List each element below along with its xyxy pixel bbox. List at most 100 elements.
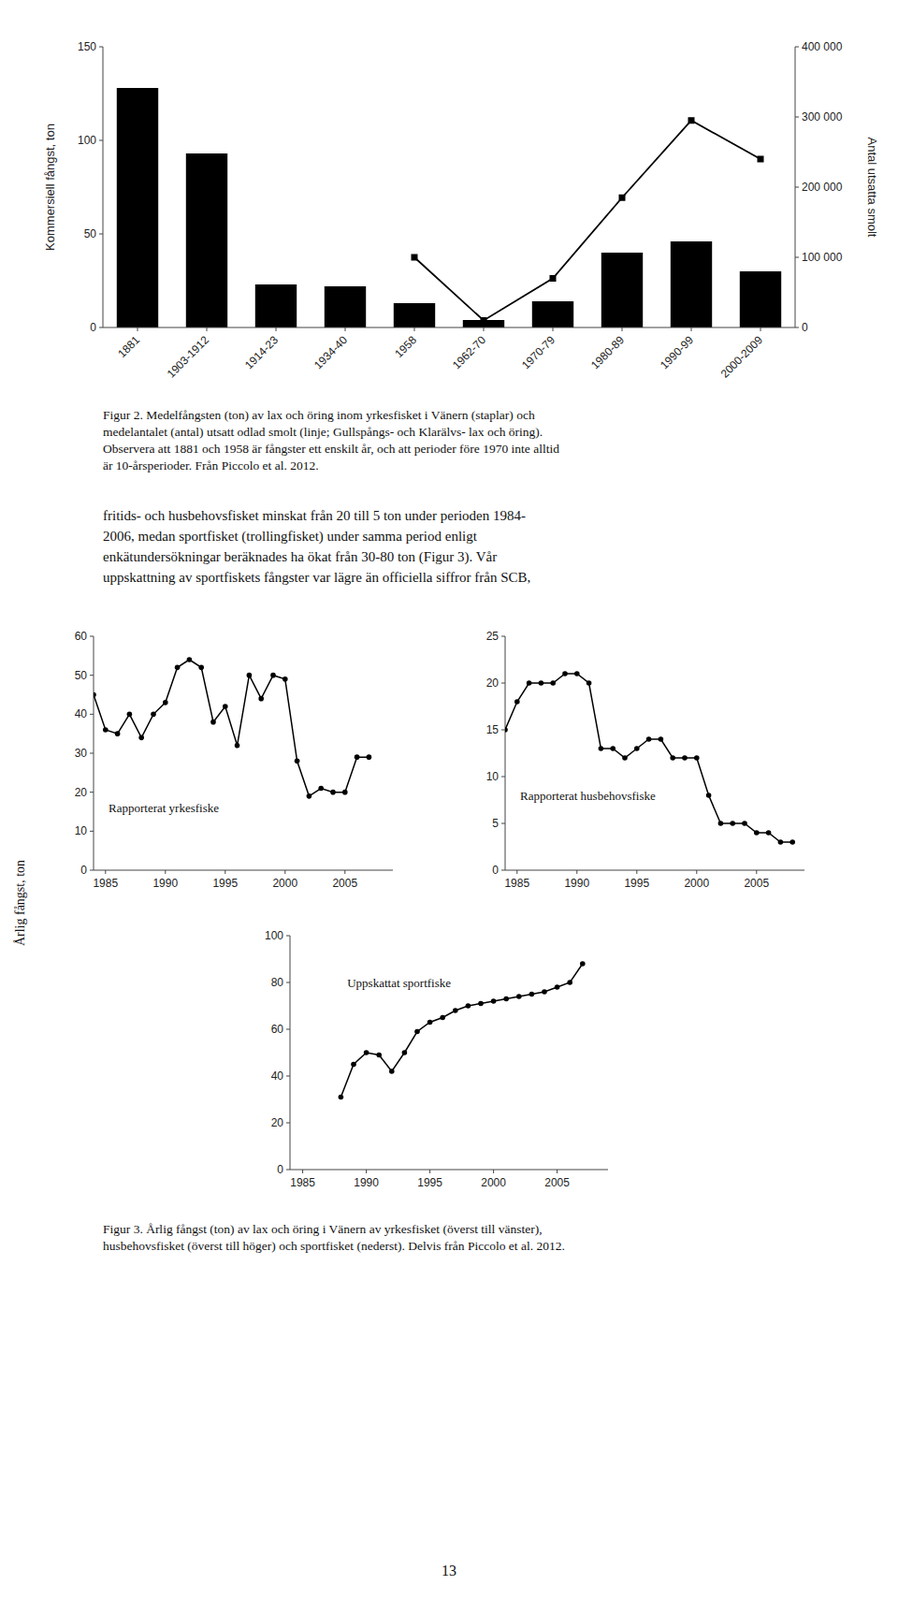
marker [330,789,336,796]
tick-label: 100 [77,133,97,147]
marker [706,792,712,798]
marker [338,1094,345,1101]
tick-label: 1990 [564,876,590,890]
tick-mark [552,327,554,332]
tick-mark [691,327,693,332]
tick-mark [414,327,416,332]
caption-line: husbehovsfisket (överst till höger) och … [102,1238,565,1253]
bar [255,284,297,328]
tick-mark [345,327,347,332]
tick-mark [89,674,94,676]
tick-mark [89,869,94,871]
tick-mark [429,1169,431,1174]
marker [503,996,509,1002]
marker [389,1068,395,1074]
tick-mark [501,682,506,684]
y2-axis-line [795,46,797,328]
category-label: 1881 [115,333,143,361]
annotation: Rapporterat husbehovsfiske [520,788,656,803]
tick-label: 1985 [289,1175,316,1189]
marker [566,979,573,985]
tick-label: 0 [276,1162,284,1176]
marker [757,156,765,163]
tick-label: 15 [486,723,500,737]
bar [739,271,782,328]
marker [376,1052,382,1058]
tick-label: 2000 [272,876,298,890]
marker [427,1019,434,1026]
marker [516,993,522,1000]
tick-mark [286,1028,290,1030]
marker [366,753,373,760]
line [93,659,369,797]
category-label: 1962-70 [449,333,489,372]
marker [354,753,361,760]
tick-mark [344,869,346,874]
tick-mark [795,327,799,329]
marker [294,758,301,765]
tick-label: 400 000 [801,40,843,54]
tick-label: 2005 [743,876,769,890]
marker [766,829,772,836]
tick-label: 1995 [623,876,650,890]
annotation: Uppskattat sportfiske [347,975,451,990]
tick-mark [286,1169,290,1171]
category-label: 1990-99 [657,333,696,372]
tick-label: 0 [89,320,97,334]
category-label: 1903-1912 [164,333,213,381]
bar [186,153,228,328]
tick-label: 200 000 [801,180,843,194]
marker [198,665,204,671]
tick-label: 2005 [332,876,358,890]
tick-label: 10 [74,824,88,838]
tick-label: 10 [486,769,500,783]
tick-label: 150 [77,40,97,54]
caption-line: Observera att 1881 och 1958 är fångster … [102,441,560,456]
tick-mark [89,713,94,715]
tick-mark [99,327,103,329]
marker [688,116,696,124]
tick-mark [137,327,139,332]
marker [480,317,488,324]
marker [246,672,253,679]
bar [601,252,643,328]
marker [477,1000,484,1007]
tick-label: 2000 [683,876,710,890]
line-chart: 02040608010019851990199520002005Uppskatt… [264,928,609,1189]
category-label: 1980-89 [588,333,627,372]
tick-label: 1985 [92,876,118,890]
line-chart: 010203040506019851990199520002005Rapport… [74,629,393,890]
shared-y-axis-label: Årlig fångst, ton [13,859,28,946]
tick-mark [795,187,799,189]
tick-label: 80 [271,975,285,989]
bar [116,87,159,328]
tick-mark [501,823,506,825]
tick-label: 100 000 [801,250,843,264]
marker [222,703,229,710]
tick-mark [556,1169,558,1174]
marker [619,194,626,202]
tick-mark [99,46,103,48]
tick-mark [206,327,208,332]
category-label: 1970-79 [519,333,558,372]
bar-line-chart: 0501001500100 000200 000300 000400 00018… [43,40,880,381]
tick-mark [501,636,506,638]
marker [550,680,556,686]
line [505,673,793,842]
marker [187,656,193,663]
tick-label: 40 [271,1069,285,1083]
tick-mark [164,869,166,874]
category-label: 1914-23 [242,333,281,372]
marker [529,991,536,998]
marker [574,670,580,677]
marker [694,754,700,761]
tick-label: 0 [80,863,87,877]
marker [658,736,665,742]
y2-axis-label: Antal utsatta smolt [865,137,880,238]
marker [646,736,652,742]
tick-label: 25 [486,629,500,643]
marker [258,695,264,702]
marker [753,829,760,836]
bar [670,241,712,328]
tick-mark [89,791,94,793]
